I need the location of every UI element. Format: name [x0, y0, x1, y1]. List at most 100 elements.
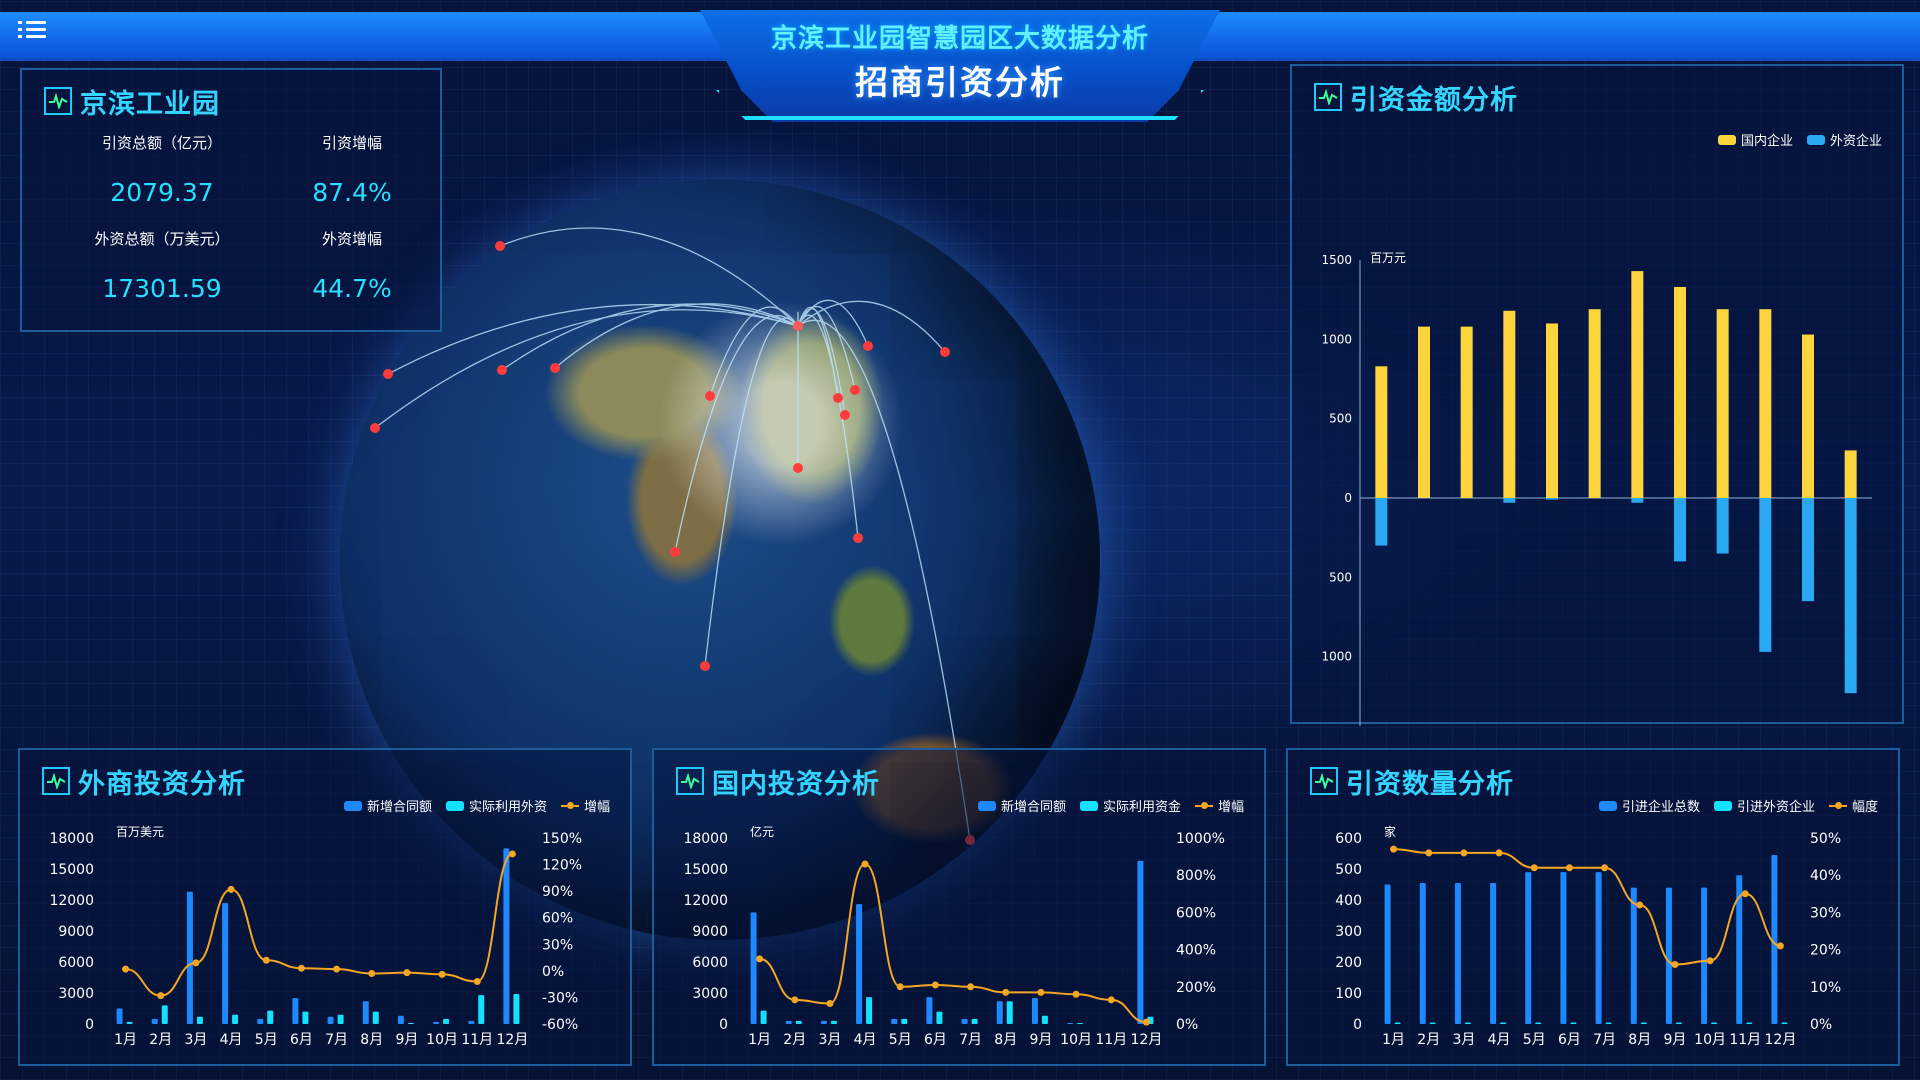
legend-item[interactable]: 幅度	[1828, 796, 1878, 815]
growth-point	[508, 850, 516, 858]
bar-series-1	[433, 1021, 440, 1024]
legend-swatch	[1194, 801, 1213, 809]
legend-swatch	[1079, 800, 1098, 811]
legend-item[interactable]: 增幅	[560, 796, 610, 815]
bar-domestic	[1802, 334, 1814, 498]
y2-tick-label: 400%	[1176, 943, 1216, 959]
y2-tick-label: 90%	[542, 884, 573, 900]
amount-panel-title-text: 引资金额分析	[1350, 84, 1518, 116]
growth-point	[192, 959, 200, 967]
legend-item[interactable]: 新增合同额	[343, 796, 432, 815]
growth-point	[297, 964, 305, 972]
y-tick-label: 15000	[683, 862, 728, 878]
y2-tick-label: 0%	[1176, 1017, 1198, 1033]
y-tick-label: 15000	[49, 862, 94, 878]
location-dot	[700, 661, 710, 671]
bar-series-2	[1711, 1022, 1718, 1024]
bar-series-1	[468, 1020, 475, 1024]
count-panel-title: 引资数量分析	[1310, 764, 1514, 800]
growth-point	[403, 969, 411, 977]
bar-series-2	[302, 1011, 309, 1024]
x-tick-label: 2月	[1417, 1032, 1440, 1048]
bar-foreign	[1802, 498, 1814, 602]
bar-series-1	[1384, 884, 1391, 1024]
bar-series-2	[126, 1021, 133, 1024]
connection-arc	[709, 306, 799, 397]
connection-arc	[554, 303, 799, 369]
bar-series-1	[891, 1018, 898, 1024]
growth-point	[1671, 960, 1679, 968]
bar-foreign	[1716, 498, 1729, 554]
legend-item[interactable]: 引进外资企业	[1713, 796, 1815, 815]
menu-icon[interactable]	[18, 20, 46, 42]
y2-tick-label: 30%	[1810, 905, 1841, 921]
connection-arc	[797, 314, 859, 539]
location-dot	[940, 347, 950, 357]
location-dot	[705, 391, 715, 401]
bar-series-1	[1031, 998, 1038, 1024]
bar-series-1	[327, 1016, 334, 1024]
bar-series-2	[1077, 1022, 1084, 1024]
bar-series-2	[1640, 1022, 1647, 1024]
y-axis-unit: 百万元	[1370, 251, 1406, 265]
legend-item[interactable]: 新增合同额	[977, 796, 1066, 815]
bar-series-2	[1781, 1022, 1788, 1024]
domestic-chart: 亿元 18000 15000 12000 9000 6000 3000 0 1000% 800% 6…	[683, 824, 1224, 1048]
connection-arc	[499, 227, 799, 327]
bar-series-1	[1665, 887, 1672, 1024]
x-tick-label: 12月	[1765, 1032, 1797, 1048]
y-tick-label: 3000	[692, 986, 728, 1002]
legend-item[interactable]: 实际利用资金	[1079, 796, 1181, 815]
legend-swatch	[1598, 800, 1617, 811]
pulse-icon	[1314, 83, 1342, 111]
legend-item[interactable]: 增幅	[1194, 796, 1244, 815]
bar-series-2	[1605, 1022, 1612, 1024]
legend-item[interactable]: 引进企业总数	[1598, 796, 1700, 815]
x-tick-label: 8月	[360, 1032, 383, 1048]
growth-point	[1601, 864, 1609, 872]
legend-item[interactable]: 实际利用外资	[445, 796, 547, 815]
y2-tick-label: 50%	[1810, 831, 1841, 847]
amount-legend: 国内企业 外资企业	[1717, 130, 1882, 149]
x-tick-label: 1月	[748, 1032, 771, 1048]
location-dot	[840, 410, 850, 420]
pulse-icon	[42, 767, 70, 795]
bar-series-2	[971, 1018, 978, 1024]
growth-point	[931, 981, 939, 989]
growth-point	[756, 955, 764, 963]
bar-series-1	[151, 1018, 158, 1024]
bar-domestic	[1503, 310, 1516, 498]
bar-domestic	[1716, 309, 1729, 498]
legend-item[interactable]: 外资企业	[1806, 130, 1882, 149]
bar-foreign	[1759, 498, 1772, 652]
bar-series-1	[926, 997, 933, 1024]
bar-domestic	[1844, 450, 1857, 498]
bar-series-2	[267, 1010, 274, 1024]
foreign-panel: 外商投资分析 新增合同额 实际利用外资 增幅 百万美元 18000 15000 120…	[18, 748, 632, 1066]
x-tick-label: 10月	[1694, 1032, 1726, 1048]
y-tick-label: 12000	[49, 893, 94, 909]
x-tick-label: 9月	[395, 1032, 418, 1048]
legend-label: 增幅	[583, 800, 610, 815]
bar-series-1	[1736, 875, 1743, 1024]
legend-item[interactable]: 国内企业	[1717, 130, 1793, 149]
y2-tick-label: 20%	[1810, 943, 1841, 959]
location-dot	[793, 463, 803, 473]
legend-label: 实际利用资金	[1102, 800, 1181, 815]
bar-series-1	[397, 1015, 404, 1024]
x-tick-label: 5月	[889, 1032, 912, 1048]
legend-swatch	[977, 800, 996, 811]
bar-foreign	[1546, 498, 1558, 500]
growth-point	[791, 996, 799, 1004]
kpi-panel-title: 京滨工业园	[44, 84, 220, 120]
x-tick-label: 7月	[325, 1032, 348, 1048]
y2-tick-label: 600%	[1176, 905, 1216, 921]
growth-point	[967, 983, 975, 991]
x-tick-label: 3月	[184, 1032, 207, 1048]
legend-label: 引进企业总数	[1621, 800, 1700, 815]
x-tick-label: 1月	[1382, 1032, 1405, 1048]
legend-swatch	[445, 800, 464, 811]
legend-label: 新增合同额	[366, 800, 432, 815]
amount-panel-title: 引资金额分析	[1314, 80, 1518, 116]
bar-series-1	[1067, 1022, 1074, 1024]
